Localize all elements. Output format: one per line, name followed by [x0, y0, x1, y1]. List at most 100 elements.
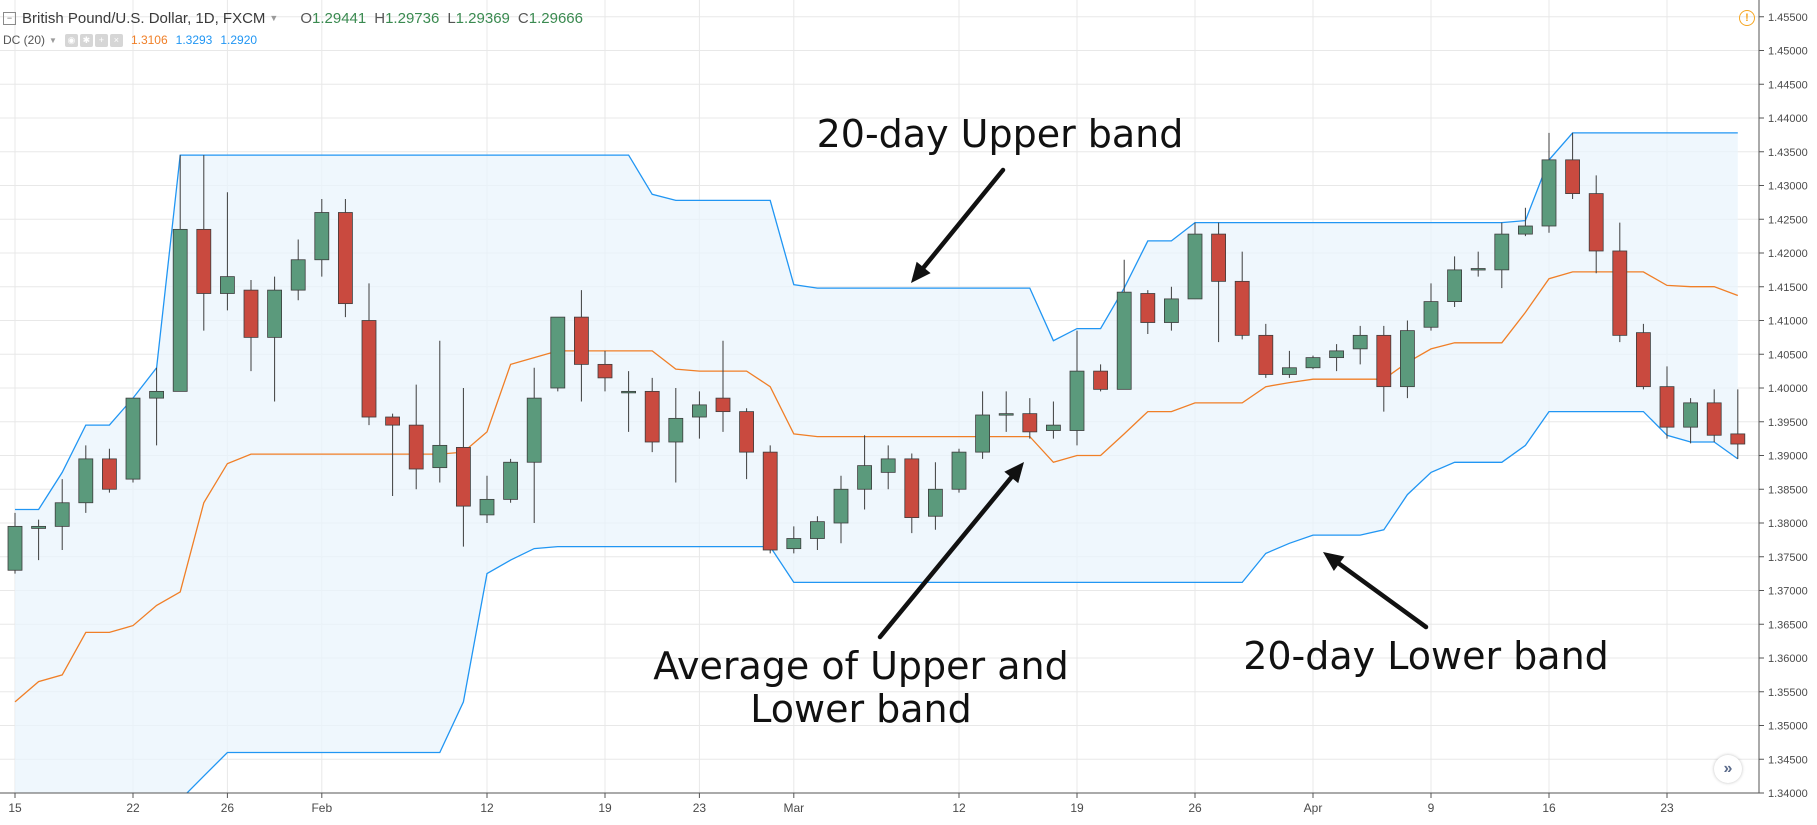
candle [31, 519, 47, 561]
plus-icon[interactable]: + [94, 33, 108, 47]
candle-body [314, 212, 330, 261]
time-axis: 15 22 26 Feb 12 19 23 Mar 12 19 26 Apr 9 16 23 [0, 792, 1759, 820]
candle [833, 475, 849, 544]
candle [880, 445, 896, 490]
candle-body [243, 289, 259, 338]
symbol-title[interactable]: British Pound/U.S. Dollar, 1D, FXCM [22, 9, 266, 27]
close-icon[interactable]: × [109, 33, 123, 47]
high-label: H [374, 9, 386, 27]
candle [1376, 325, 1392, 412]
indicator-lower-value: 1.2920 [220, 33, 258, 47]
candle [1282, 350, 1297, 378]
candle-body [1636, 332, 1651, 388]
time-tick-label: 19 [598, 801, 612, 815]
annotation-arrow [1323, 552, 1429, 630]
price-tick-label: 1.39500 [1768, 417, 1808, 429]
candle [408, 384, 424, 490]
candle-body [1093, 370, 1108, 390]
candle-body [125, 397, 141, 480]
candle [172, 155, 188, 392]
chart-header: − British Pound/U.S. Dollar, 1D, FXCM ▼ … [0, 6, 583, 30]
candle-body [810, 521, 825, 539]
candle [574, 290, 589, 402]
candle-body [715, 397, 731, 413]
candle-body [857, 465, 872, 490]
candle-body [432, 444, 448, 469]
candle [786, 526, 802, 554]
basis-line [14, 271, 1739, 703]
price-tick-label: 1.43500 [1768, 147, 1808, 159]
candle [1588, 175, 1604, 274]
candle [1211, 222, 1226, 343]
candle [692, 391, 707, 439]
candle [857, 435, 872, 510]
candle-body [102, 458, 117, 490]
candle-body [1588, 193, 1604, 252]
candle-body [1352, 334, 1368, 350]
candle [149, 367, 165, 446]
candle-body [1659, 386, 1675, 428]
price-tick-label: 1.35500 [1768, 687, 1808, 699]
low-label: L [447, 9, 456, 27]
candle [385, 413, 401, 496]
upper-band-line [15, 132, 1738, 511]
candle-body [1565, 159, 1580, 195]
candle [1234, 251, 1250, 340]
candle [1352, 325, 1368, 365]
candle-body [479, 498, 495, 516]
warning-icon[interactable]: ! [1739, 10, 1755, 26]
price-tick-label: 1.35000 [1768, 721, 1808, 733]
candle [219, 192, 235, 311]
candle [361, 283, 377, 426]
candle-body [1187, 233, 1203, 300]
price-tick-label: 1.38500 [1768, 484, 1808, 496]
time-tick-label: 9 [1428, 801, 1435, 815]
candle-body [975, 414, 990, 453]
candle-body [597, 363, 613, 379]
candle [1046, 401, 1061, 439]
settings-icon[interactable]: ✱ [79, 33, 93, 47]
price-tick-label: 1.43000 [1768, 181, 1808, 193]
candle-body [1022, 413, 1038, 433]
candle-body [668, 417, 684, 443]
candle [1140, 290, 1156, 334]
price-tick-label: 1.41500 [1768, 282, 1808, 294]
candle-body [1211, 233, 1226, 282]
price-tick-label: 1.44500 [1768, 79, 1808, 91]
indicator-upper-value: 1.3293 [175, 33, 213, 47]
eye-icon[interactable]: ◉ [64, 33, 78, 47]
candle-body [928, 488, 943, 517]
open-value: 1.29441 [312, 9, 367, 27]
candle [432, 340, 448, 483]
candle-body [1140, 293, 1156, 323]
candle-body [550, 316, 566, 389]
chevron-down-icon[interactable]: ▼ [49, 35, 57, 45]
candle [1541, 132, 1557, 233]
price-tick-label: 1.45000 [1768, 46, 1808, 58]
price-tick-label: 1.44000 [1768, 113, 1808, 125]
price-tick-label: 1.40000 [1768, 383, 1808, 395]
arrow-head [1323, 552, 1345, 572]
candle [1494, 222, 1510, 289]
scroll-to-realtime-icon[interactable]: » [1714, 755, 1742, 783]
chevron-down-icon[interactable]: ▼ [269, 13, 279, 23]
indicator-name[interactable]: DC (20) [3, 33, 46, 47]
candle-body [31, 525, 47, 529]
arrow-head [1004, 462, 1024, 484]
candle [1258, 323, 1274, 378]
time-tick-label: 22 [126, 801, 140, 815]
candle [1400, 320, 1415, 399]
collapse-icon[interactable]: − [3, 11, 16, 25]
candle [1565, 132, 1580, 199]
candle-body [692, 404, 707, 418]
candle [1022, 398, 1038, 439]
candle-body [290, 259, 306, 291]
candle [715, 340, 731, 432]
price-tick-label: 1.34000 [1768, 788, 1808, 800]
candle-body [574, 316, 589, 365]
candle-body [1470, 268, 1486, 271]
close-value: 1.29666 [528, 9, 583, 27]
time-tick-label: 12 [952, 801, 966, 815]
